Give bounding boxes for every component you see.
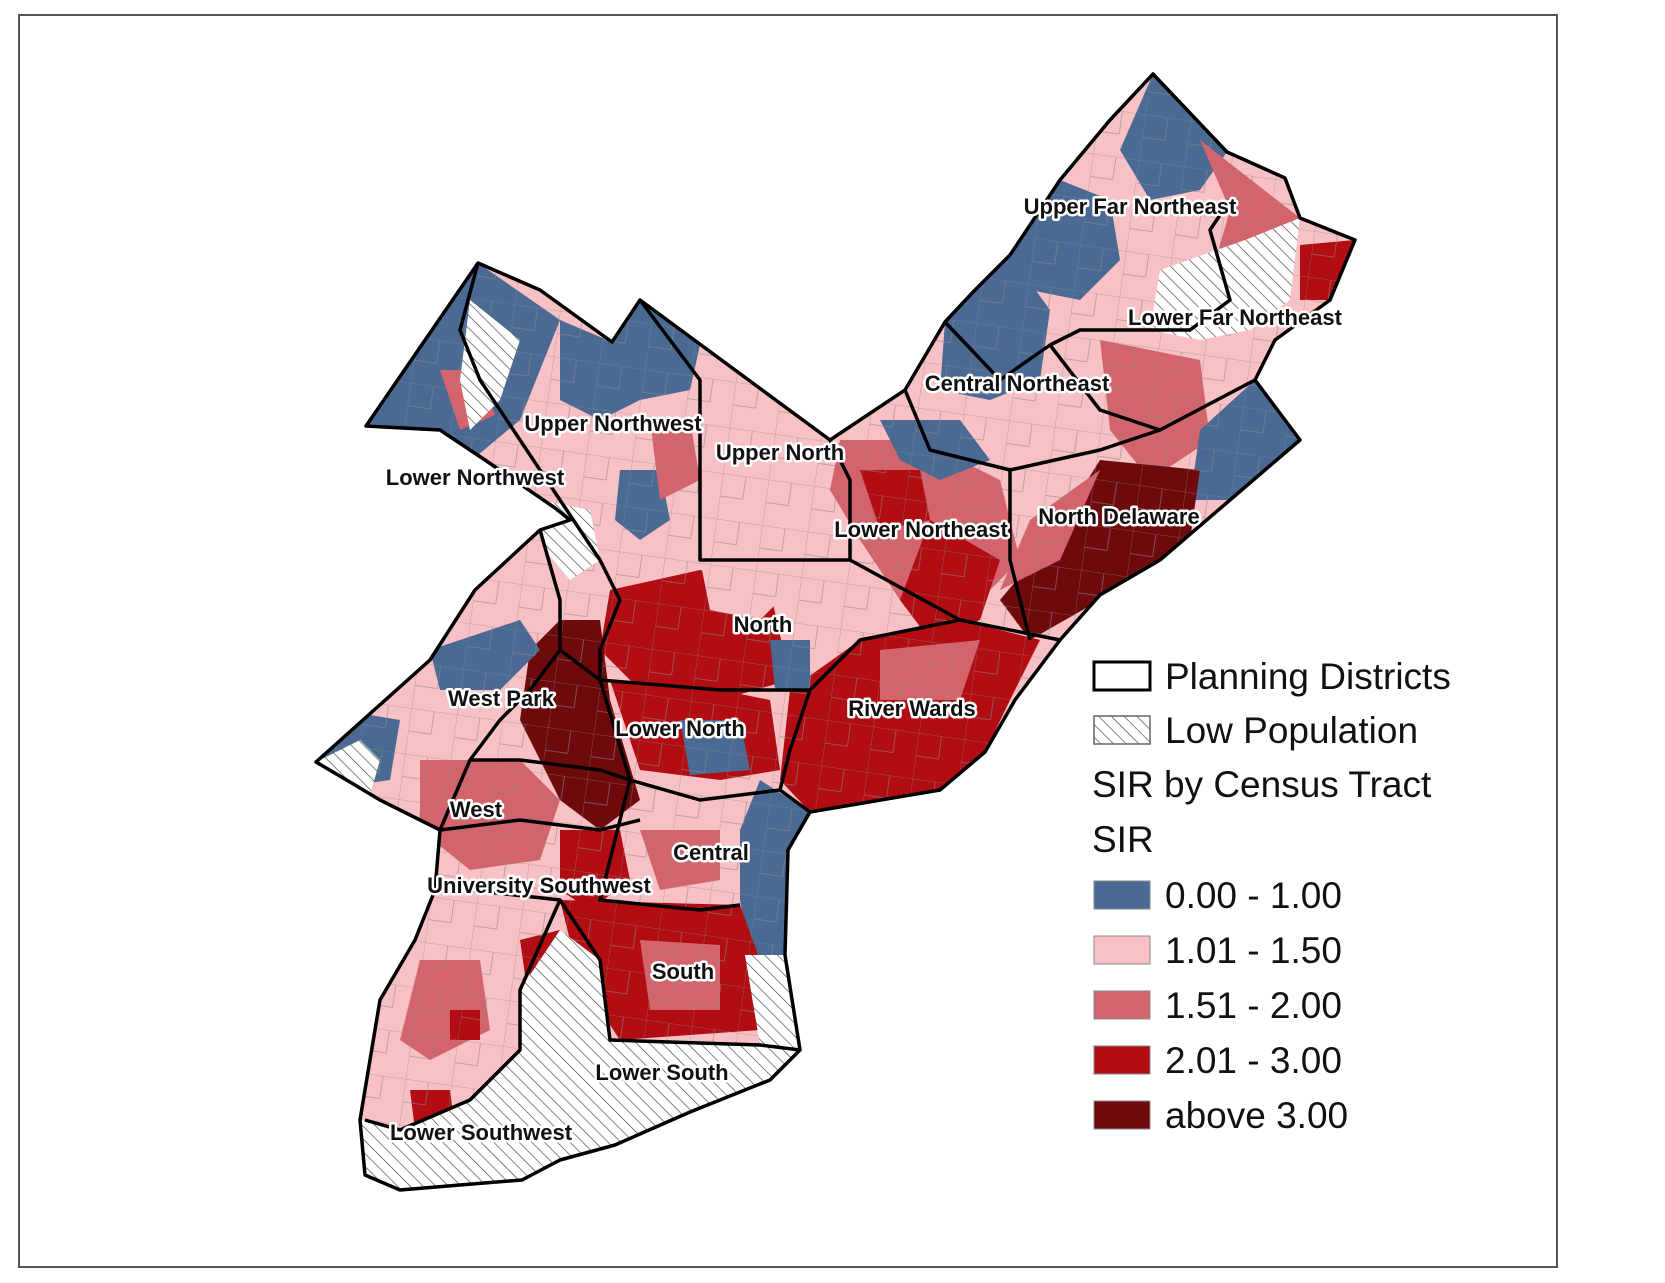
sir-choropleth <box>316 74 1355 1190</box>
district-label-upper-north: Upper North <box>716 440 844 465</box>
boundary-north-lower-north <box>598 559 961 692</box>
low-population-lower-south <box>360 930 800 1190</box>
tract-boundaries <box>316 74 1355 1190</box>
district-label-north: North <box>734 612 793 637</box>
legend-heading-sir-by-tract: SIR by Census Tract <box>1092 764 1432 805</box>
district-label-upper-northwest: Upper Northwest <box>524 411 702 436</box>
boundary-lower-far-ne-north-delaware <box>1048 343 1256 432</box>
legend-swatch-low-population <box>1093 715 1151 745</box>
boundary-upper-north-lower-ne <box>828 439 852 560</box>
district-label-lower-northeast: Lower Northeast <box>834 517 1008 542</box>
boundary-upper-lower-far-ne <box>1049 199 1232 347</box>
low-population-west-edge <box>316 740 380 795</box>
legend-label-sir-2-3: 2.01 - 3.00 <box>1165 1040 1342 1081</box>
district-label-lower-southwest: Lower Southwest <box>390 1120 573 1145</box>
boundary-central-ne-far-ne <box>943 320 1052 382</box>
district-label-central: Central <box>673 840 749 865</box>
low-population-wissahickon <box>460 300 520 430</box>
city-boundary <box>314 72 1357 1192</box>
boundary-university-southwest <box>439 818 641 832</box>
district-label-west: West <box>450 797 503 822</box>
boundary-lower-south-lower-southwest <box>364 899 562 1132</box>
legend-swatch-sir-15-2 <box>1093 990 1151 1020</box>
legend-swatch-sir-1-15 <box>1093 935 1151 965</box>
district-label-north-delaware: North Delaware <box>1038 504 1199 529</box>
district-label-central-northeast: Central Northeast <box>925 371 1110 396</box>
legend-label-low-population: Low Population <box>1165 710 1418 751</box>
district-label-lower-south: Lower South <box>595 1060 728 1085</box>
district-label-upper-far-northeast: Upper Far Northeast <box>1024 194 1237 219</box>
legend-swatch-sir-above-3 <box>1093 1100 1151 1130</box>
boundary-lower-north-central <box>598 679 781 802</box>
legend-heading-sir: SIR <box>1092 819 1154 860</box>
district-label-south: South <box>652 959 714 984</box>
boundary-south-lower-south <box>469 888 801 1052</box>
legend-label-planning-districts: Planning Districts <box>1165 656 1451 697</box>
legend-label-sir-0-1: 0.00 - 1.00 <box>1165 875 1342 916</box>
boundary-central-south <box>598 859 741 912</box>
legend-swatch-planning-districts <box>1092 660 1152 692</box>
district-label-lower-far-northeast: Lower Far Northeast <box>1128 305 1343 330</box>
boundary-upper-northwest-upper-north <box>638 298 850 562</box>
district-label-river-wards: River Wards <box>848 696 976 721</box>
boundary-lower-upper-northwest <box>458 262 602 561</box>
low-population-navy-yard-east <box>745 955 800 1050</box>
boundary-west-park-lower-north <box>558 648 602 682</box>
boundary-lower-north-river-wards <box>778 689 812 814</box>
planning-district-boundaries <box>314 72 1357 1192</box>
district-label-university-southwest: University Southwest <box>427 873 651 898</box>
boundary-lower-ne-north-delaware <box>1008 470 1032 641</box>
legend-label-sir-15-2: 1.51 - 2.00 <box>1165 985 1342 1026</box>
legend-label-sir-1-15: 1.01 - 1.50 <box>1165 930 1342 971</box>
district-label-lower-north: Lower North <box>615 716 745 741</box>
district-label-west-park: West Park <box>448 686 555 711</box>
map-legend: Planning Districts Low Population SIR by… <box>1092 656 1451 1136</box>
district-label-lower-northwest: Lower Northwest <box>386 465 565 490</box>
legend-swatch-sir-2-3 <box>1093 1045 1151 1075</box>
district-labels: Upper Far Northeast Lower Far Northeast … <box>383 192 1345 1148</box>
legend-swatch-sir-0-1 <box>1093 880 1151 910</box>
legend-label-sir-above-3: above 3.00 <box>1165 1095 1348 1136</box>
